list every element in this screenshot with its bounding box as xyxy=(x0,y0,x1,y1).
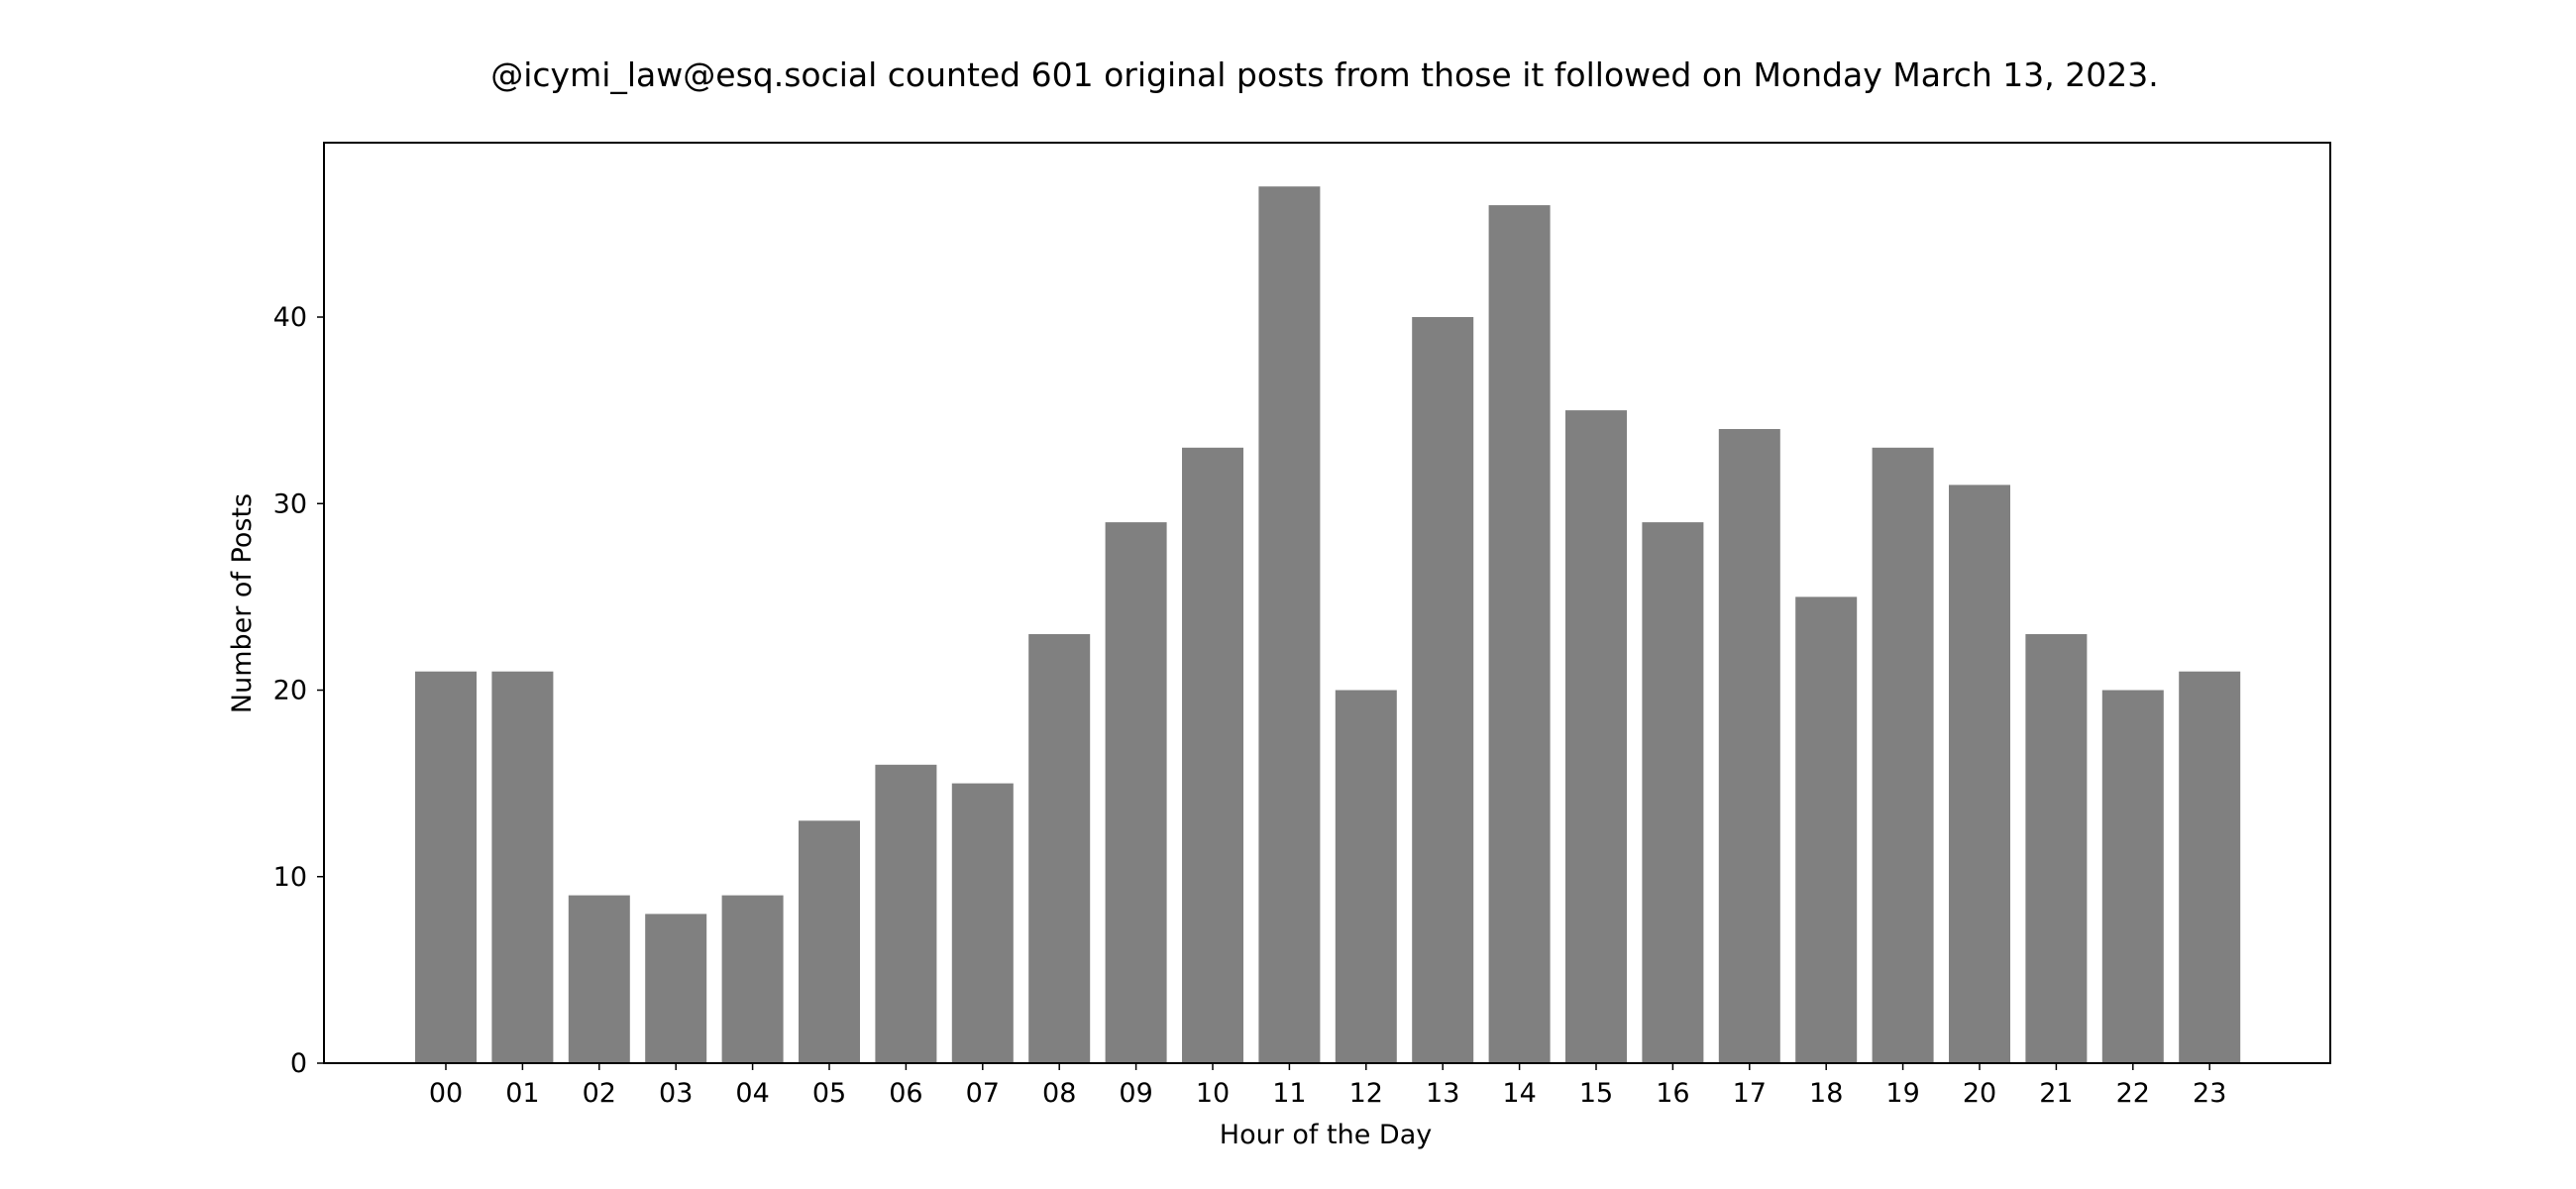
bar-10 xyxy=(1182,447,1243,1063)
bar-07 xyxy=(951,783,1014,1063)
bar-14 xyxy=(1488,205,1551,1064)
x-tick-label: 14 xyxy=(1502,1078,1536,1109)
x-tick-label: 13 xyxy=(1426,1078,1459,1109)
bar-03 xyxy=(645,914,707,1063)
x-tick-label: 22 xyxy=(2116,1078,2150,1109)
y-axis-label: Number of Posts xyxy=(227,493,258,713)
bar-08 xyxy=(1028,634,1091,1063)
bar-01 xyxy=(491,671,554,1063)
x-tick-label: 03 xyxy=(659,1078,693,1109)
bar-05 xyxy=(799,820,860,1063)
bar-22 xyxy=(2101,690,2164,1063)
bar-21 xyxy=(2025,634,2088,1063)
x-axis-label: Hour of the Day xyxy=(1220,1120,1432,1150)
x-tick-label: 09 xyxy=(1119,1078,1152,1109)
chart-title: @icymi_law@esq.social counted 601 origin… xyxy=(490,55,2159,94)
x-tick-label: 15 xyxy=(1579,1078,1613,1109)
x-tick-label: 17 xyxy=(1733,1078,1767,1109)
bar-06 xyxy=(875,764,937,1063)
x-tick-label: 04 xyxy=(735,1078,769,1109)
x-tick-label: 23 xyxy=(2193,1078,2226,1109)
x-tick-label: 18 xyxy=(1809,1078,1843,1109)
bar-23 xyxy=(2179,671,2241,1063)
bar-17 xyxy=(1718,429,1780,1063)
y-tick-label: 40 xyxy=(273,302,307,333)
x-axis-ticks: 00 01 02 03 04 05 06 07 08 09 10 11 12 13 14 15 16 17 18 19… xyxy=(429,1063,2226,1109)
bar-00 xyxy=(415,671,477,1063)
y-axis-ticks: 0 10 20 30 40 xyxy=(273,302,324,1079)
x-tick-label: 02 xyxy=(583,1078,616,1109)
x-tick-label: 20 xyxy=(1963,1078,1996,1109)
plot-frame xyxy=(323,142,2331,1064)
bar-13 xyxy=(1412,317,1474,1063)
bar-16 xyxy=(1642,522,1704,1063)
x-tick-label: 01 xyxy=(505,1078,539,1109)
x-tick-label: 00 xyxy=(429,1078,463,1109)
x-tick-label: 06 xyxy=(889,1078,922,1109)
bar-09 xyxy=(1105,522,1167,1063)
bar-18 xyxy=(1795,596,1858,1063)
x-tick-label: 05 xyxy=(812,1078,846,1109)
bar-20 xyxy=(1949,485,2010,1063)
bar-15 xyxy=(1565,410,1627,1064)
x-tick-label: 21 xyxy=(2039,1078,2073,1109)
y-tick-label: 10 xyxy=(273,862,307,893)
x-tick-label: 16 xyxy=(1656,1078,1689,1109)
x-tick-label: 10 xyxy=(1196,1078,1230,1109)
x-tick-label: 07 xyxy=(966,1078,1000,1109)
y-tick-label: 30 xyxy=(273,488,307,519)
bar-11 xyxy=(1258,186,1321,1063)
bar-12 xyxy=(1335,690,1397,1063)
x-tick-label: 08 xyxy=(1042,1078,1076,1109)
bar-02 xyxy=(568,895,630,1063)
bar-19 xyxy=(1872,447,1934,1063)
bar-04 xyxy=(721,895,784,1063)
y-tick-label: 0 xyxy=(290,1048,307,1079)
y-tick-label: 20 xyxy=(273,676,307,706)
x-tick-label: 12 xyxy=(1349,1078,1383,1109)
x-tick-label: 19 xyxy=(1885,1078,1919,1109)
bars-group xyxy=(415,186,2241,1064)
x-tick-label: 11 xyxy=(1272,1078,1306,1109)
